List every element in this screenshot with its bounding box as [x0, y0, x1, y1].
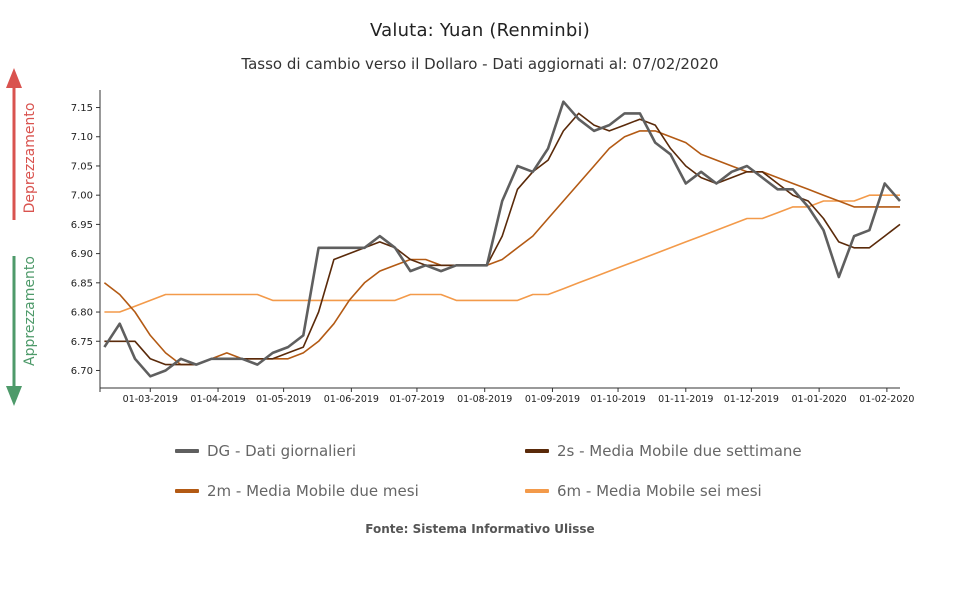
- x-tick-label-11: 01-02-2020: [859, 394, 914, 405]
- source-note: Fonte: Sistema Informativo Ulisse: [365, 522, 595, 536]
- x-tick-label-9: 01-12-2019: [724, 394, 779, 405]
- legend-item-6m[interactable]: 6m - Media Mobile sei mesi: [525, 482, 762, 500]
- x-tick-label-0: 01-03-2019: [123, 394, 178, 405]
- chart-subtitle: Tasso di cambio verso il Dollaro - Dati …: [241, 55, 719, 73]
- legend-swatch-dg: [175, 449, 199, 453]
- x-tick-label-4: 01-07-2019: [389, 394, 444, 405]
- x-tick-label-10: 01-01-2020: [792, 394, 847, 405]
- series-line-ma2m: [103, 130, 900, 366]
- chart-title: Valuta: Yuan (Renminbi): [370, 20, 590, 41]
- y-tick-label-1: 6.75: [71, 337, 93, 348]
- y-tick-label-6: 7.00: [71, 191, 93, 202]
- legend-swatch-2m: [175, 489, 199, 493]
- legend-label-6m: 6m - Media Mobile sei mesi: [557, 482, 762, 500]
- y-tick-label-4: 6.90: [71, 249, 93, 260]
- y-tick-label-3: 6.85: [71, 278, 93, 289]
- x-tick-label-7: 01-10-2019: [590, 394, 645, 405]
- legend-item-2m[interactable]: 2m - Media Mobile due mesi: [175, 482, 419, 500]
- x-tick-label-3: 01-06-2019: [324, 394, 379, 405]
- legend-label-2s: 2s - Media Mobile due settimane: [557, 442, 802, 460]
- x-tick-label-2: 01-05-2019: [256, 394, 311, 405]
- y-tick-label-9: 7.15: [71, 103, 93, 114]
- x-tick-label-5: 01-08-2019: [457, 394, 512, 405]
- series-line-ma6m: [104, 194, 900, 313]
- legend-item-dg[interactable]: DG - Dati giornalieri: [175, 442, 356, 460]
- x-tick-label-1: 01-04-2019: [190, 394, 245, 405]
- y-tick-label-0: 6.70: [71, 366, 93, 377]
- deprezzamento-label: Deprezzamento: [22, 102, 38, 214]
- series-line-dg: [103, 100, 901, 378]
- apprezzamento-arrow-head: [6, 386, 22, 406]
- apprezzamento-label: Apprezzamento: [22, 256, 38, 366]
- y-tick-label-2: 6.80: [71, 308, 93, 319]
- x-tick-label-8: 01-11-2019: [658, 394, 713, 405]
- legend-item-2s[interactable]: 2s - Media Mobile due settimane: [525, 442, 802, 460]
- y-tick-label-8: 7.10: [71, 132, 93, 143]
- series-line-ma2s: [104, 112, 901, 366]
- deprezzamento-arrow-head: [6, 68, 22, 88]
- legend-label-2m: 2m - Media Mobile due mesi: [207, 482, 419, 500]
- y-tick-label-5: 6.95: [71, 220, 93, 231]
- legend-swatch-2s: [525, 449, 549, 453]
- legend-swatch-6m: [525, 489, 549, 493]
- legend-label-dg: DG - Dati giornalieri: [207, 442, 357, 460]
- x-tick-label-6: 01-09-2019: [525, 394, 580, 405]
- y-tick-label-7: 7.05: [71, 161, 93, 172]
